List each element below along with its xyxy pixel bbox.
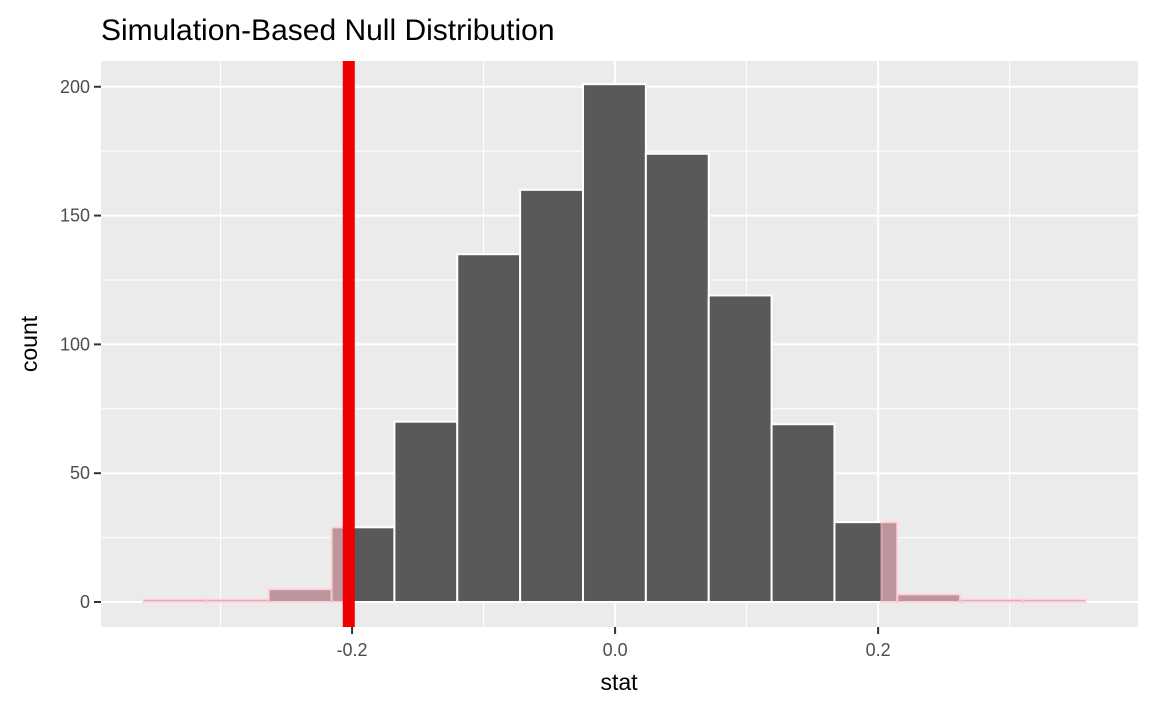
shaded-tail-bar	[141, 598, 207, 604]
shaded-tail-bar	[959, 598, 1025, 604]
y-tick-label: 50	[70, 463, 90, 483]
histogram-bar	[644, 152, 710, 604]
y-axis: 0 50 100 150 200	[60, 77, 101, 612]
shaded-tail-bar	[880, 521, 899, 604]
y-tick-label: 0	[80, 592, 90, 612]
shaded-tail-bar	[267, 588, 333, 604]
x-tick-label: 0.0	[603, 640, 628, 660]
shaded-tail-bar	[204, 598, 270, 604]
histogram-bar	[456, 253, 522, 604]
y-tick-label: 150	[60, 206, 90, 226]
y-tick-label: 100	[60, 334, 90, 354]
histogram-bar	[582, 83, 647, 604]
x-axis: -0.2 0.0 0.2	[337, 627, 891, 660]
x-axis-title: stat	[600, 669, 638, 695]
x-tick-label: 0.2	[866, 640, 891, 660]
histogram-bar	[770, 423, 836, 604]
histogram-bar	[707, 294, 773, 604]
chart-title: Simulation-Based Null Distribution	[101, 14, 555, 47]
shaded-tail-bar	[896, 593, 962, 604]
y-axis-title: count	[16, 315, 42, 372]
histogram-bar	[519, 188, 585, 604]
histogram-bar	[393, 420, 459, 604]
y-tick-label: 200	[60, 77, 90, 97]
x-tick-label: -0.2	[337, 640, 368, 660]
shaded-tail-bar	[1022, 598, 1087, 604]
